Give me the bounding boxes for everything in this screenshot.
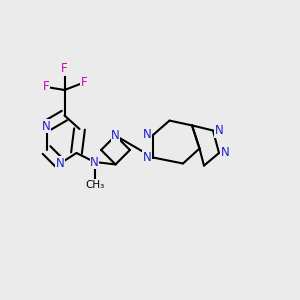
Text: N: N bbox=[42, 119, 51, 133]
Text: F: F bbox=[43, 80, 50, 94]
Text: CH₃: CH₃ bbox=[85, 179, 104, 190]
Text: N: N bbox=[56, 157, 64, 170]
Text: N: N bbox=[143, 128, 152, 142]
Text: N: N bbox=[220, 146, 229, 160]
Text: F: F bbox=[81, 76, 87, 89]
Text: N: N bbox=[90, 155, 99, 169]
Text: N: N bbox=[143, 151, 152, 164]
Text: N: N bbox=[111, 129, 120, 142]
Text: N: N bbox=[214, 124, 223, 137]
Text: F: F bbox=[61, 62, 68, 76]
